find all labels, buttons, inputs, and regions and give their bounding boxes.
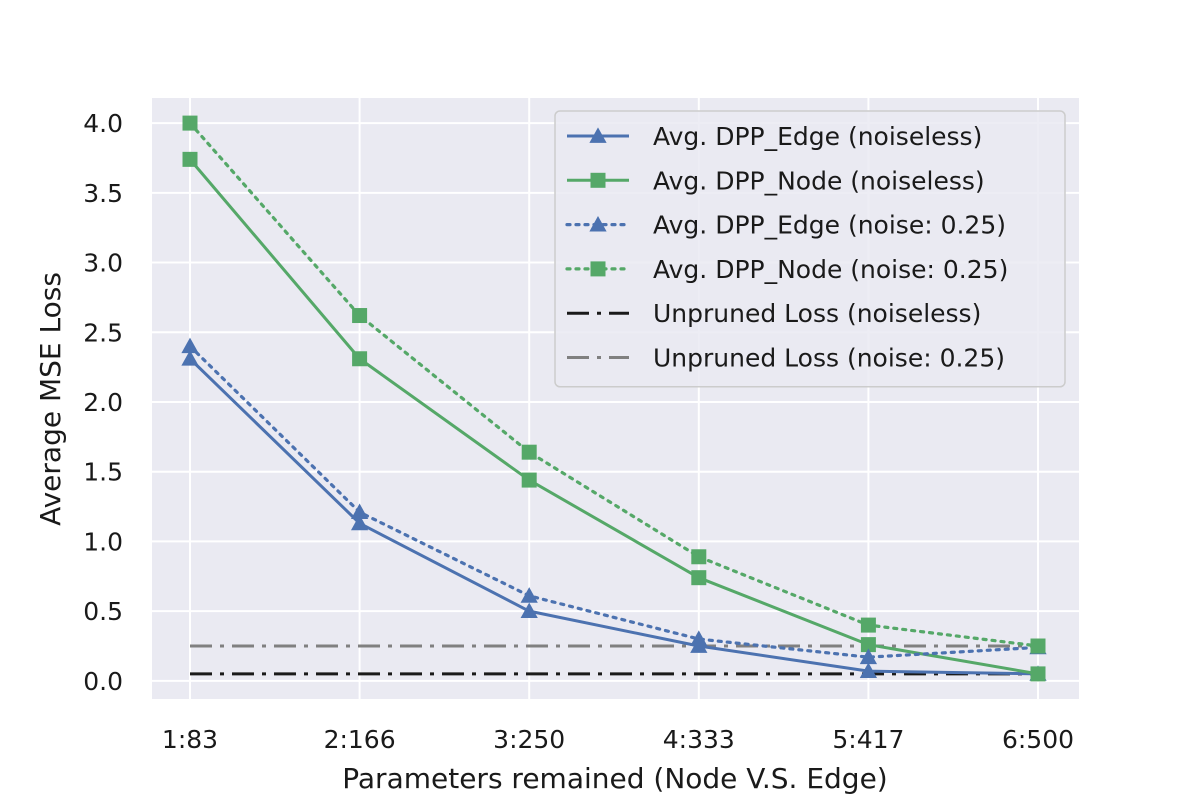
legend-entry: Avg. DPP_Node (noise: 0.25) — [565, 255, 1008, 284]
legend-label: Avg. DPP_Node (noiseless) — [653, 166, 985, 195]
x-tick-label: 4:333 — [663, 725, 735, 754]
legend-box — [554, 110, 1066, 388]
x-tick-label: 6:500 — [1002, 725, 1074, 754]
triangle-marker — [350, 503, 369, 520]
y-tick-label: 1.5 — [83, 458, 123, 487]
series-line — [188, 357, 1039, 676]
triangle-marker — [589, 127, 607, 143]
x-tick-label: 5:417 — [832, 725, 904, 754]
square-marker — [590, 172, 606, 188]
ticks-layer: 0.0 0.5 1.0 1.5 2.0 2.5 3.0 3.5 4.0 1:83 2:166 3:25… — [83, 109, 1074, 754]
x-tick-label: 1:83 — [162, 725, 218, 754]
series-line — [188, 344, 1040, 659]
square-marker — [352, 351, 368, 367]
legend-label: Unpruned Loss (noise: 0.25) — [653, 344, 1005, 373]
series-3 — [181, 337, 1047, 665]
square-marker — [860, 617, 876, 633]
y-axis-title: Average MSE Loss — [34, 272, 67, 526]
legend-label: Avg. DPP_Node (noise: 0.25) — [653, 255, 1008, 284]
legend-label: Avg. DPP_Edge (noiseless) — [653, 122, 982, 151]
triangle-marker — [520, 587, 538, 603]
triangle-marker — [181, 350, 199, 366]
square-marker — [860, 637, 876, 653]
square-marker — [521, 444, 537, 460]
legend: Avg. DPP_Edge (noiseless) Avg. DPP_Node (… — [554, 110, 1066, 388]
y-tick-label: 2.0 — [83, 388, 123, 417]
legend-label: Avg. DPP_Edge (noise: 0.25) — [653, 211, 1006, 240]
legend-entry: Unpruned Loss (noiseless) — [567, 299, 981, 328]
square-marker — [1030, 638, 1046, 654]
series-line — [188, 158, 1039, 676]
square-marker — [691, 549, 707, 565]
y-tick-label: 4.0 — [83, 109, 123, 138]
legend-entry: Unpruned Loss (noise: 0.25) — [567, 344, 1005, 373]
square-marker — [590, 261, 606, 277]
triangle-marker — [520, 602, 538, 619]
triangle-marker — [589, 215, 607, 232]
unpruned-lines-layer — [190, 644, 1038, 676]
triangle-marker — [859, 648, 878, 665]
x-tick-label: 3:250 — [493, 725, 565, 754]
x-axis-title: Parameters remained (Node V.S. Edge) — [342, 762, 887, 795]
y-tick-label: 0.0 — [83, 667, 123, 696]
triangle-marker — [181, 337, 199, 354]
y-tick-label: 2.5 — [83, 318, 123, 347]
series-4 — [182, 115, 1046, 654]
y-tick-label: 1.0 — [83, 527, 123, 556]
square-marker — [182, 151, 198, 167]
square-marker — [521, 472, 537, 488]
square-marker — [182, 115, 198, 131]
x-tick-label: 2:166 — [324, 725, 396, 754]
legend-label: Unpruned Loss (noiseless) — [653, 299, 981, 328]
triangle-marker — [690, 630, 708, 646]
square-marker — [691, 570, 707, 586]
legend-entry: Avg. DPP_Edge (noiseless) — [567, 122, 982, 151]
series-2 — [182, 151, 1046, 682]
series-line — [188, 121, 1040, 648]
y-tick-label: 3.0 — [83, 249, 123, 278]
triangle-marker — [859, 662, 878, 679]
y-tick-label: 3.5 — [83, 179, 123, 208]
legend-entry: Avg. DPP_Edge (noise: 0.25) — [565, 211, 1006, 240]
triangle-marker — [350, 514, 369, 531]
y-tick-label: 0.5 — [83, 597, 123, 626]
series-layer — [181, 115, 1047, 682]
square-marker — [1030, 666, 1046, 682]
grid-layer — [152, 98, 1079, 699]
legend-entry: Avg. DPP_Node (noiseless) — [567, 166, 985, 195]
square-marker — [352, 308, 368, 324]
